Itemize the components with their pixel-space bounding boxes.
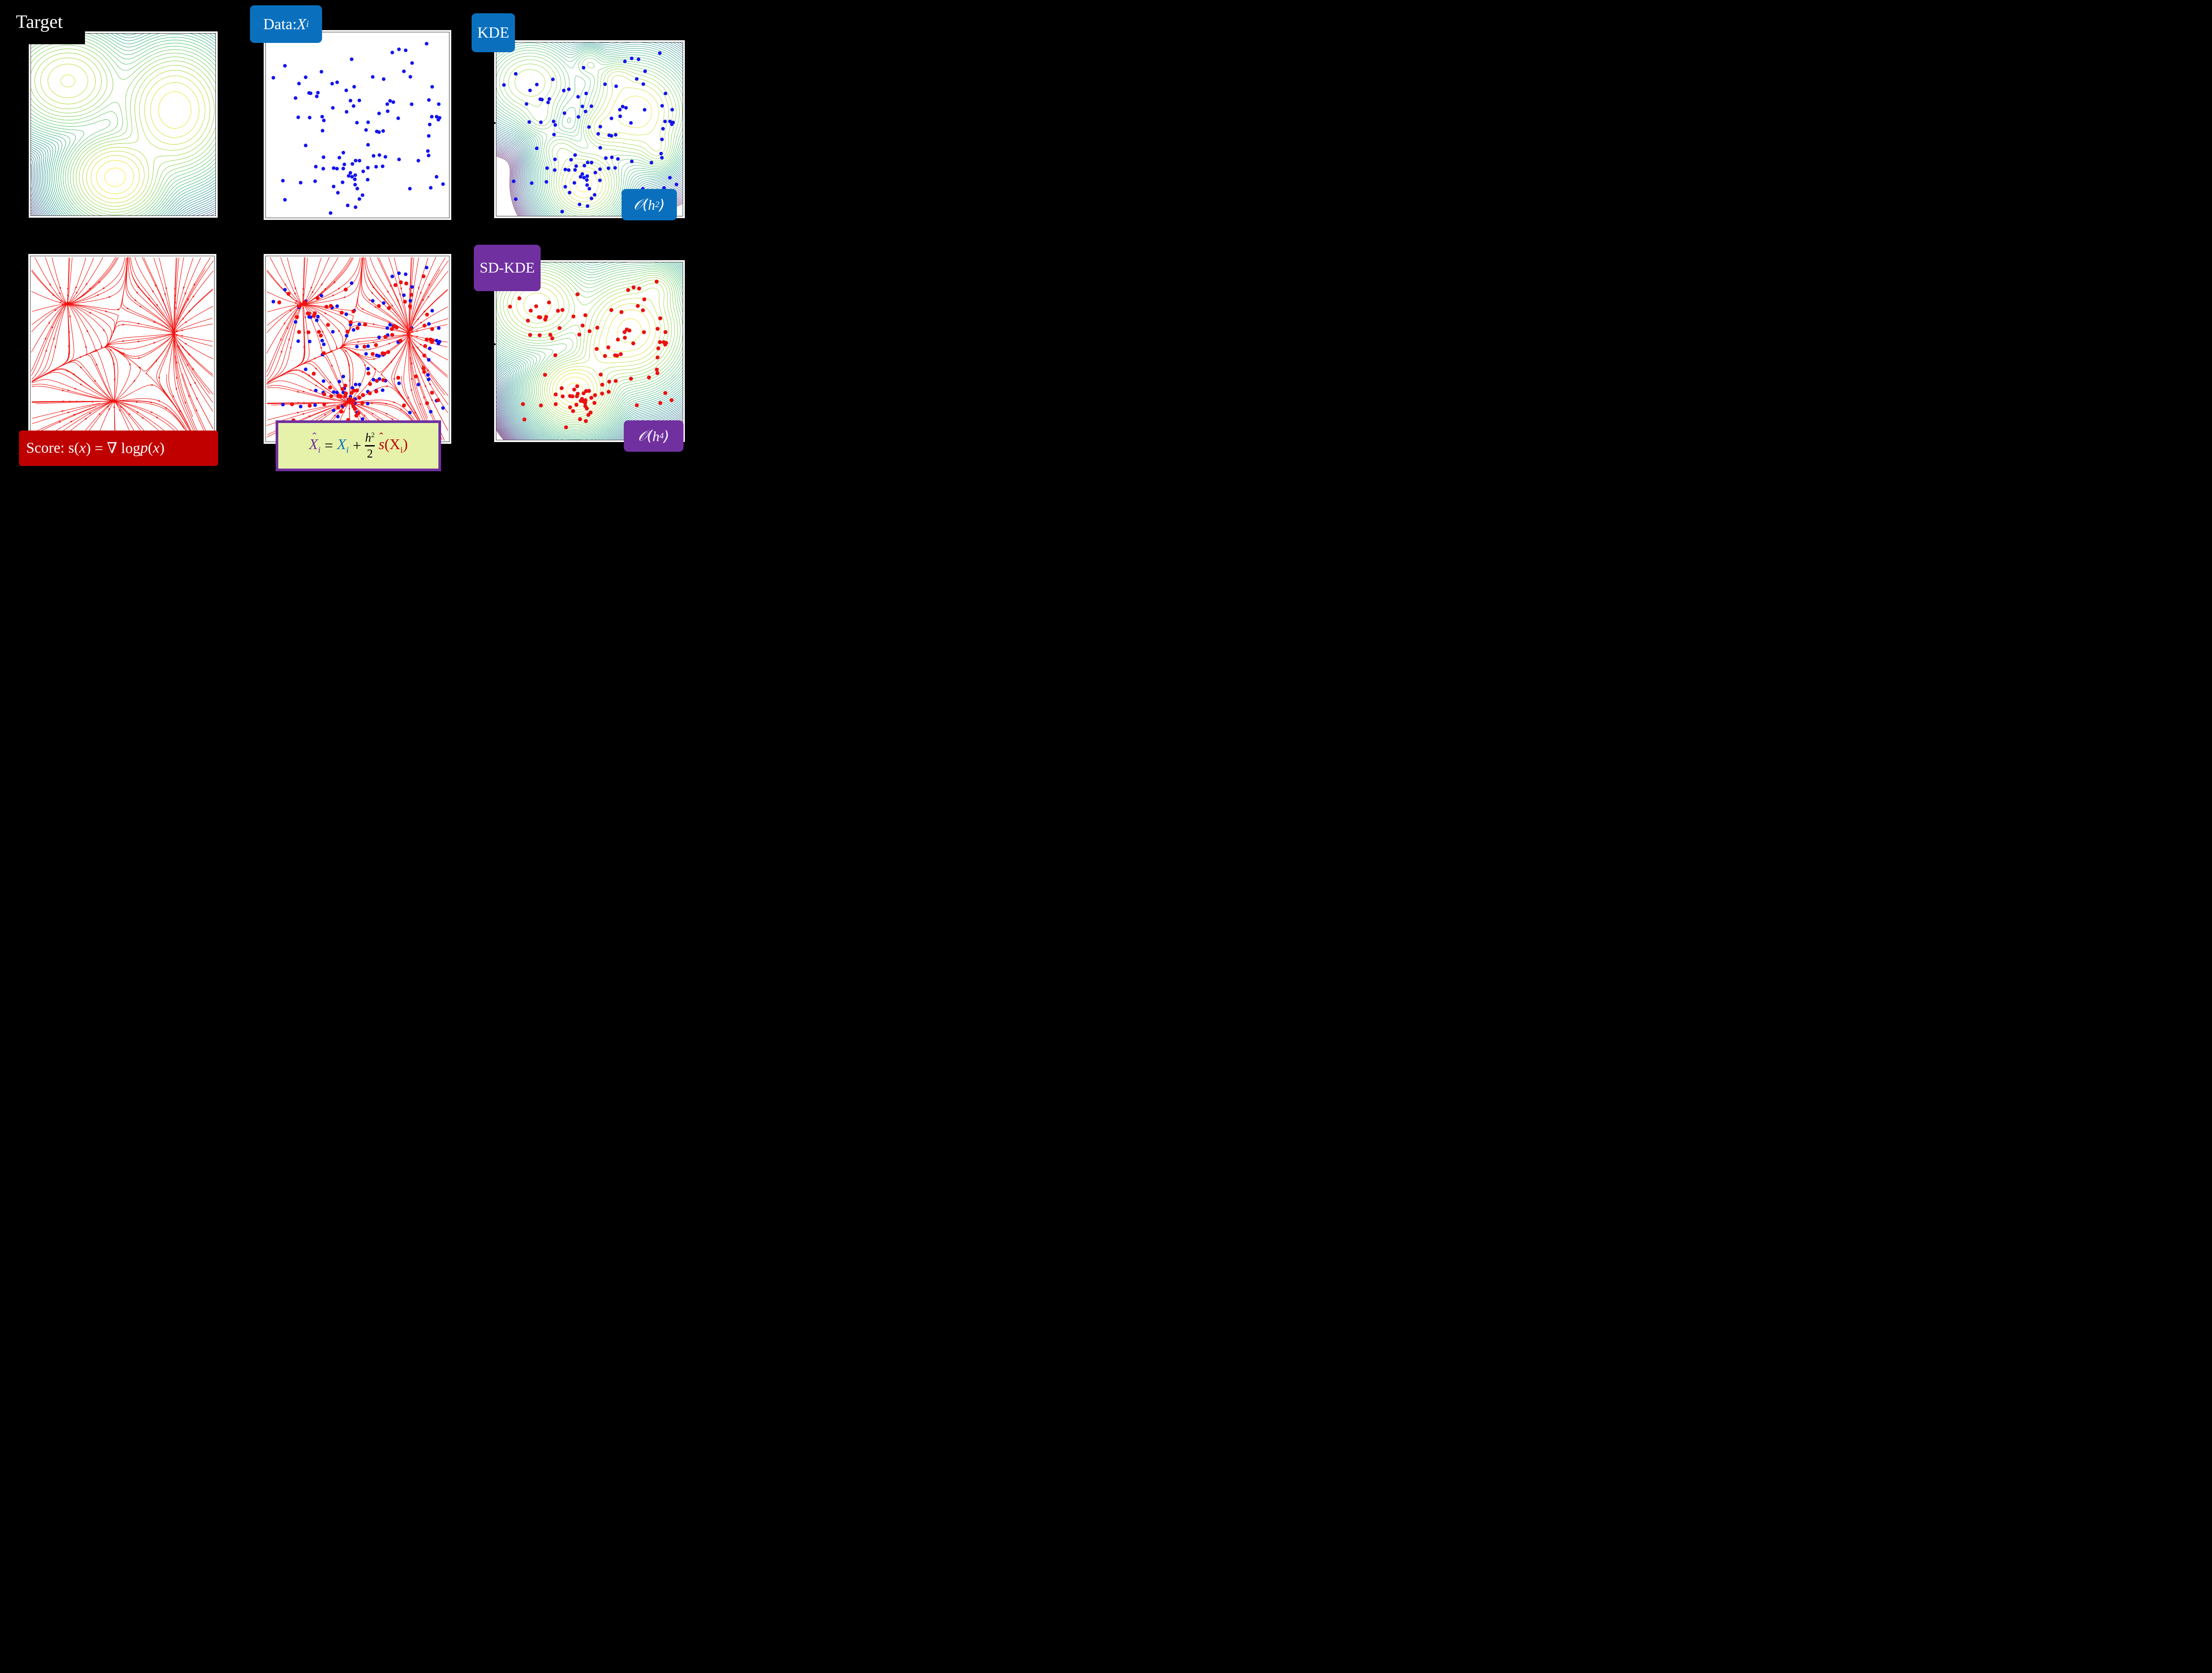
target-contour-plot	[31, 34, 215, 215]
sdkde-contour-plot	[496, 262, 683, 440]
arrow-data-to-kde-icon	[490, 120, 496, 126]
formula-open-paren: (	[384, 436, 390, 453]
oh4-base: h	[652, 428, 660, 444]
score-seg: )	[159, 440, 165, 456]
shifted-samples-plot	[266, 256, 449, 442]
hat-mark: ˆ	[379, 431, 384, 444]
sdkde-label: SD-KDE	[474, 245, 541, 291]
target-label-text: Target	[16, 12, 63, 32]
target-label: Target	[0, 0, 85, 44]
kde-label: KDE	[472, 13, 515, 52]
score-definition-label: Score: s(x) = ∇ log p(x)	[19, 431, 218, 466]
kde-error-order-badge: 𝒪(h 2)	[622, 189, 677, 220]
formula-lhs-sub: i	[318, 445, 321, 455]
data-label-variable: X	[296, 15, 307, 33]
kde-label-text: KDE	[477, 24, 509, 41]
arrow-shift-to-sdkde-icon	[490, 341, 496, 347]
formula-equals: =	[324, 437, 333, 454]
shift-formula-box: ˆ Xi = Xi + h2 2 ˆ s(Xi)	[276, 420, 441, 471]
panel-target-density	[29, 31, 218, 218]
data-label-subscript: i	[306, 19, 309, 29]
score-seg: Score: s(	[26, 440, 79, 456]
formula-score-base: s	[378, 436, 384, 453]
score-seg: (	[148, 440, 153, 456]
score-seg: x	[153, 440, 160, 456]
panel-score-field	[28, 254, 216, 442]
kde-contour-plot	[496, 42, 683, 216]
panel-data-scatter	[264, 30, 451, 220]
data-label-prefix: Data:	[263, 15, 297, 33]
plot-frame	[496, 42, 683, 216]
formula-fraction-numerator: h2	[365, 432, 374, 444]
sdkde-error-order-badge: 𝒪(h 4)	[624, 420, 684, 452]
panel-shifted-samples	[264, 254, 451, 444]
oh4-pre: 𝒪(	[638, 427, 653, 444]
oh2-base: h	[648, 196, 655, 213]
formula-lhs: ˆ Xi	[309, 431, 321, 455]
score-seg: p	[140, 440, 148, 456]
formula-h-exp: 2	[371, 431, 375, 439]
score-streamline-plot	[31, 256, 214, 440]
formula-data-sub: i	[346, 445, 349, 455]
oh4-post: )	[664, 427, 669, 445]
formula-plus: +	[353, 437, 361, 454]
formula-score-term: ˆ s(Xi)	[378, 431, 408, 455]
formula-h: h	[365, 431, 371, 444]
plot-frame	[496, 262, 683, 440]
formula-lhs-base: X	[309, 436, 318, 453]
data-scatter-plot	[266, 32, 449, 218]
oh2-pre: 𝒪(	[634, 196, 648, 213]
oh4-exponent: 4	[659, 431, 664, 441]
formula-fraction-denominator: 2	[367, 447, 373, 460]
sdkde-label-text: SD-KDE	[480, 259, 535, 276]
plot-frame	[31, 33, 216, 216]
panel-kde	[494, 40, 685, 218]
score-seg: x	[79, 440, 86, 456]
hat-mark: ˆ	[312, 431, 317, 444]
fraction-bar	[365, 445, 375, 446]
plot-frame	[265, 32, 449, 218]
oh2-exponent: 2	[655, 200, 660, 209]
formula-close-paren: )	[403, 436, 408, 453]
score-seg: ) = ∇ log	[86, 440, 141, 457]
formula-fraction: h2 2	[365, 432, 375, 460]
formula-data-term: Xi	[337, 436, 349, 455]
oh2-post: )	[659, 196, 665, 213]
formula-arg-base: X	[389, 436, 400, 453]
formula-data-base: X	[337, 436, 346, 453]
formula-arg-sub: i	[400, 445, 403, 455]
